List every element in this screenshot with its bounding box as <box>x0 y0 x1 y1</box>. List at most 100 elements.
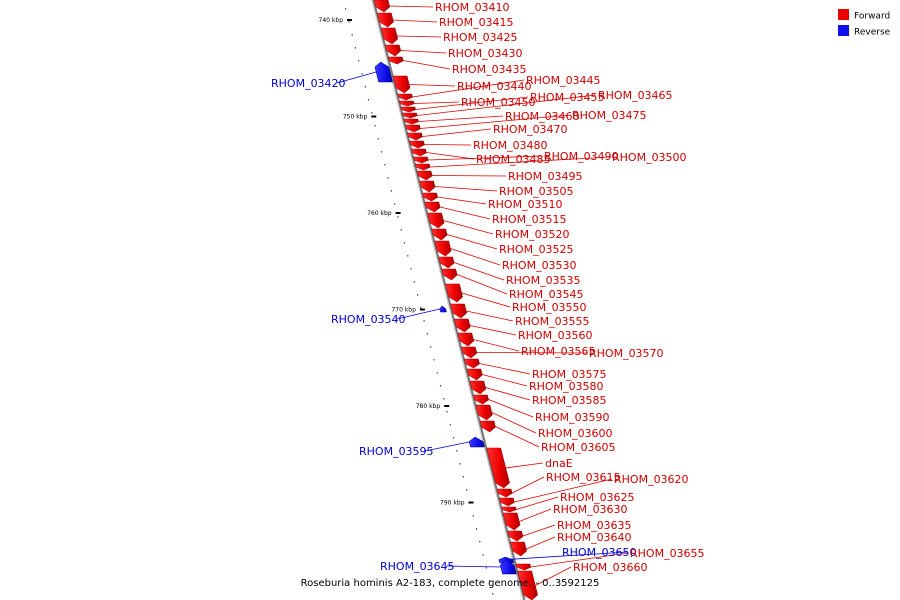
gene-label[interactable]: RHOM_03565 <box>521 345 596 358</box>
gene-feature-rhom-03560[interactable] <box>453 318 471 333</box>
gene-feature-rhom-03590[interactable] <box>473 394 489 405</box>
gene-feature-rhom-03415[interactable] <box>376 12 394 28</box>
gene-label[interactable]: RHOM_03445 <box>526 74 601 87</box>
gene-feature-rhom-03515[interactable] <box>424 201 441 213</box>
gene-feature-rhom-03485[interactable] <box>411 148 427 157</box>
gene-label[interactable]: RHOM_03505 <box>499 185 574 198</box>
gene-label[interactable]: RHOM_03515 <box>492 213 567 226</box>
gene-feature-rhom-03575[interactable] <box>463 358 480 369</box>
gene-label[interactable]: RHOM_03650 <box>562 546 637 559</box>
gene-label[interactable]: RHOM_03555 <box>515 315 590 328</box>
gene-label[interactable]: RHOM_03475 <box>572 109 647 122</box>
gene-feature-rhom-03535[interactable] <box>438 256 455 269</box>
gene-label[interactable]: RHOM_03540 <box>331 313 406 326</box>
gene-feature-rhom-03460[interactable] <box>403 118 419 125</box>
gene-feature-rhom-03615[interactable] <box>496 488 513 498</box>
gene-label[interactable]: RHOM_03580 <box>529 380 604 393</box>
gene-label[interactable]: RHOM_03620 <box>614 473 689 486</box>
gene-feature-rhom-03455[interactable] <box>400 106 416 113</box>
gene-label[interactable]: RHOM_03495 <box>508 170 583 183</box>
gene-label[interactable]: RHOM_03420 <box>271 77 346 90</box>
gene-feature-rhom-03520[interactable] <box>427 212 445 229</box>
gene-label[interactable]: RHOM_03440 <box>457 80 532 93</box>
gene-feature-rhom-03465[interactable] <box>402 112 418 119</box>
gene-label[interactable]: RHOM_03530 <box>502 259 577 272</box>
gene-feature-rhom-03595[interactable] <box>468 436 485 448</box>
gene-feature-rhom-03630[interactable] <box>502 512 521 531</box>
gene-feature-rhom-03450[interactable] <box>399 100 415 107</box>
gene-label[interactable]: dnaE <box>545 457 573 470</box>
gene-feature-rhom-03580[interactable] <box>466 368 483 381</box>
gene-feature-dnae[interactable] <box>486 447 510 489</box>
gene-feature-rhom-03635[interactable] <box>507 530 524 542</box>
gene-feature-rhom-03540[interactable] <box>439 305 447 313</box>
gene-feature-rhom-03475[interactable] <box>405 124 421 133</box>
gene-label[interactable]: RHOM_03465 <box>598 89 673 102</box>
gene-feature-rhom-03525[interactable] <box>431 228 448 241</box>
gene-feature-rhom-03500[interactable] <box>414 163 431 171</box>
gene-label[interactable]: RHOM_03490 <box>544 150 619 163</box>
gene-label[interactable]: RHOM_03435 <box>452 63 527 76</box>
gene-label[interactable]: RHOM_03430 <box>448 47 523 60</box>
gene-label[interactable]: RHOM_03590 <box>535 411 610 424</box>
gene-label[interactable]: RHOM_03450 <box>461 96 536 109</box>
gene-feature-rhom-03430[interactable] <box>384 44 402 57</box>
gene-label[interactable]: RHOM_03640 <box>557 531 632 544</box>
gene-label[interactable]: RHOM_03625 <box>560 491 635 504</box>
gene-feature-rhom-03470[interactable] <box>407 132 423 141</box>
gene-label[interactable]: RHOM_03425 <box>443 31 518 44</box>
gene-feature-rhom-03605[interactable] <box>479 420 496 433</box>
gene-label[interactable]: RHOM_03480 <box>473 139 548 152</box>
gene-label[interactable]: RHOM_03600 <box>538 427 613 440</box>
gene-feature-rhom-03445[interactable] <box>397 93 413 101</box>
gene-label[interactable]: RHOM_03410 <box>435 1 510 14</box>
gene-feature-rhom-03645[interactable] <box>499 559 517 575</box>
gene-label[interactable]: RHOM_03510 <box>488 198 563 211</box>
gene-feature-rhom-03440[interactable] <box>392 75 411 94</box>
gene-feature-rhom-03510[interactable] <box>422 192 438 202</box>
gene-feature-rhom-03550[interactable] <box>445 283 463 303</box>
gene-feature-rhom-03505[interactable] <box>419 180 436 193</box>
gene-label[interactable]: RHOM_03585 <box>532 394 607 407</box>
gene-feature-rhom-03585[interactable] <box>469 380 487 395</box>
gene-label[interactable]: RHOM_03525 <box>499 243 574 256</box>
gene-label[interactable]: RHOM_03630 <box>553 503 628 516</box>
gene-label[interactable]: RHOM_03455 <box>530 91 605 104</box>
gene-label[interactable]: RHOM_03500 <box>612 151 687 164</box>
gene-label[interactable]: RHOM_03635 <box>557 519 632 532</box>
gene-label[interactable]: RHOM_03615 <box>546 471 621 484</box>
gene-feature-rhom-03435[interactable] <box>387 56 404 65</box>
gene-label[interactable]: RHOM_03645 <box>380 560 455 573</box>
gene-feature-rhom-03480[interactable] <box>409 140 425 149</box>
gene-feature-rhom-03655[interactable] <box>515 563 532 571</box>
gene-feature-rhom-03570[interactable] <box>460 346 478 359</box>
gene-label[interactable]: RHOM_03575 <box>532 368 607 381</box>
gene-label[interactable]: RHOM_03535 <box>506 274 581 287</box>
gene-label[interactable]: RHOM_03550 <box>512 301 587 314</box>
gene-feature-rhom-03425[interactable] <box>380 27 399 45</box>
gene-feature-rhom-03565[interactable] <box>457 332 475 347</box>
gene-feature-rhom-03555[interactable] <box>450 303 468 319</box>
gene-label[interactable]: RHOM_03605 <box>541 441 616 454</box>
gene-feature-rhom-03640[interactable] <box>510 541 527 557</box>
gene-label[interactable]: RHOM_03655 <box>630 547 705 560</box>
gene-label[interactable]: RHOM_03595 <box>359 445 434 458</box>
gene-feature-rhom-03625[interactable] <box>501 506 517 513</box>
gene-feature-rhom-03660[interactable] <box>517 570 538 600</box>
gene-feature-rhom-03490[interactable] <box>413 156 429 164</box>
gene-label[interactable]: RHOM_03570 <box>589 347 664 360</box>
gene-label[interactable]: RHOM_03660 <box>573 561 648 574</box>
gene-label[interactable]: RHOM_03485 <box>476 153 551 166</box>
gene-label[interactable]: RHOM_03560 <box>518 329 593 342</box>
gene-label[interactable]: RHOM_03470 <box>493 123 568 136</box>
gene-feature-rhom-03420[interactable] <box>374 61 393 83</box>
gene-label[interactable]: RHOM_03460 <box>505 110 580 123</box>
gene-label[interactable]: RHOM_03520 <box>495 228 570 241</box>
gene-feature-rhom-03600[interactable] <box>475 404 493 421</box>
gene-feature-rhom-03620[interactable] <box>498 497 515 507</box>
gene-feature-rhom-03545[interactable] <box>441 268 458 281</box>
gene-feature-rhom-03530[interactable] <box>434 240 452 257</box>
gene-label[interactable]: RHOM_03545 <box>509 288 584 301</box>
gene-feature-rhom-03410[interactable] <box>373 0 391 13</box>
gene-feature-rhom-03495[interactable] <box>416 170 433 181</box>
